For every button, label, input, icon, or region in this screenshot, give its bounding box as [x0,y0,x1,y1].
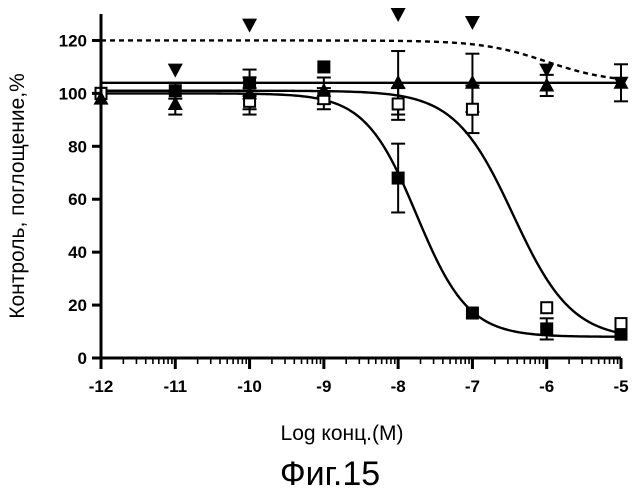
data-point-square-filled [540,322,553,335]
y-tick-label: 0 [78,349,87,368]
figure-caption: Фиг.15 [280,455,380,493]
x-tick-labels: -12 -11 -10 -9 -8 -7 -6 -5 [89,377,629,396]
dose-response-chart: 0 20 40 60 80 100 120 -12 -11 -10 -9 -8 -7 -6 -5 Log … [0,0,639,499]
fit-curve-square-open [101,91,621,334]
y-tick-label: 80 [68,137,87,156]
x-tick-label: -9 [316,377,331,396]
y-tick-labels: 0 20 40 60 80 100 120 [59,31,87,368]
data-markers [94,8,629,341]
data-point-triangle-down [465,16,480,30]
y-axis-title: Контроль, поглощение,% [6,73,29,319]
data-point-triangle-up [316,83,331,97]
x-tick-label: -5 [613,377,628,396]
fit-curve-triangle-down [101,40,621,78]
y-tick-label: 20 [68,296,87,315]
data-point-triangle-up [539,77,554,91]
data-point-triangle-down [391,8,406,22]
data-point-square-filled [317,60,330,73]
data-point-square-open [616,318,627,329]
data-point-square-open [393,98,404,109]
data-point-triangle-down [242,19,257,33]
y-tick-label: 120 [59,31,87,50]
x-tick-label: -8 [391,377,406,396]
data-point-square-filled [466,307,479,320]
x-axis-title: Log конц.(M) [281,422,404,445]
x-tick-label: -7 [465,377,480,396]
y-tick-label: 40 [68,243,87,262]
y-tick-label: 100 [59,84,87,103]
x-tick-label: -11 [163,377,187,396]
x-tick-label: -6 [539,377,554,396]
x-tick-label: -12 [89,377,114,396]
data-point-square-filled [169,84,182,97]
y-tick-label: 60 [68,190,87,209]
data-point-square-filled [392,172,405,185]
x-tick-label: -10 [237,377,262,396]
data-point-square-open [541,302,552,313]
data-point-triangle-down [168,64,183,78]
data-point-square-open [467,104,478,115]
fit-curve-square-filled [101,93,621,336]
